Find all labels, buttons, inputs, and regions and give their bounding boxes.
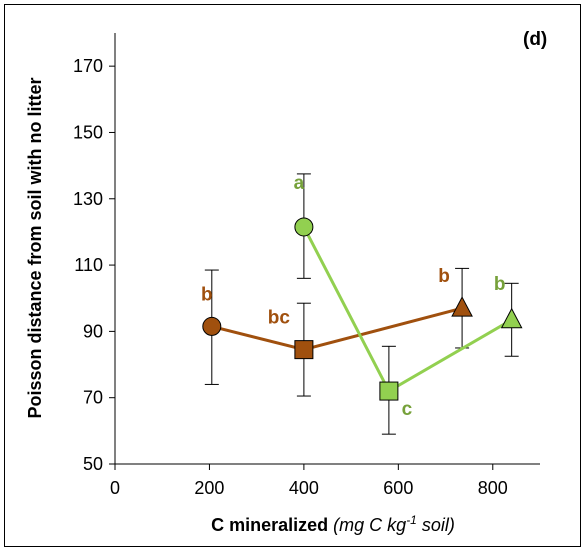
x-tick-label: 600 [383, 478, 413, 498]
data-point-square [294, 340, 314, 360]
significance-label: c [402, 399, 413, 420]
significance-label: b [494, 274, 506, 295]
x-tick-label: 800 [478, 478, 508, 498]
y-tick-label: 150 [73, 122, 103, 142]
significance-label: bc [268, 308, 291, 329]
series-line [302, 226, 513, 394]
ticks: 0 200 400 600 800 50 70 90 110 130 150 170 [73, 56, 508, 498]
axes [114, 33, 540, 465]
panel-label: (d) [523, 29, 547, 50]
y-tick-label: 110 [74, 255, 103, 275]
x-axis-title-unit-a: (mg C kg [333, 515, 406, 535]
x-axis-title-unit-b: soil) [417, 515, 455, 535]
series-1 [202, 267, 473, 397]
y-tick-label: 90 [83, 321, 103, 341]
x-axis-title: C mineralized (mg C kg-1 soil) [211, 513, 455, 535]
data-point-triangle [500, 307, 523, 329]
significance-label: a [294, 173, 305, 194]
series-layer [202, 173, 523, 435]
y-tick-label: 70 [83, 388, 103, 408]
significance-label: b [201, 284, 213, 305]
significance-label: b [438, 266, 450, 287]
significance-labels: b bc b a c b [201, 173, 505, 420]
x-tick-label: 400 [289, 478, 319, 498]
y-axis-title: Poisson distance from soil with no litte… [25, 77, 45, 418]
x-axis-title-unit-sup: -1 [406, 513, 417, 527]
y-tick-label: 50 [83, 454, 103, 474]
x-tick-label: 200 [194, 478, 224, 498]
y-tick-label: 170 [73, 56, 103, 76]
data-point-square [379, 381, 399, 401]
figure-frame [4, 4, 581, 547]
series-line [211, 306, 463, 352]
data-point-circle [202, 316, 222, 336]
data-point-circle [294, 217, 314, 237]
data-point-triangle [451, 296, 473, 317]
x-tick-label: 0 [110, 478, 120, 498]
series-2 [294, 173, 523, 435]
y-tick-label: 130 [73, 189, 103, 209]
x-axis-title-main: C mineralized [211, 515, 333, 535]
